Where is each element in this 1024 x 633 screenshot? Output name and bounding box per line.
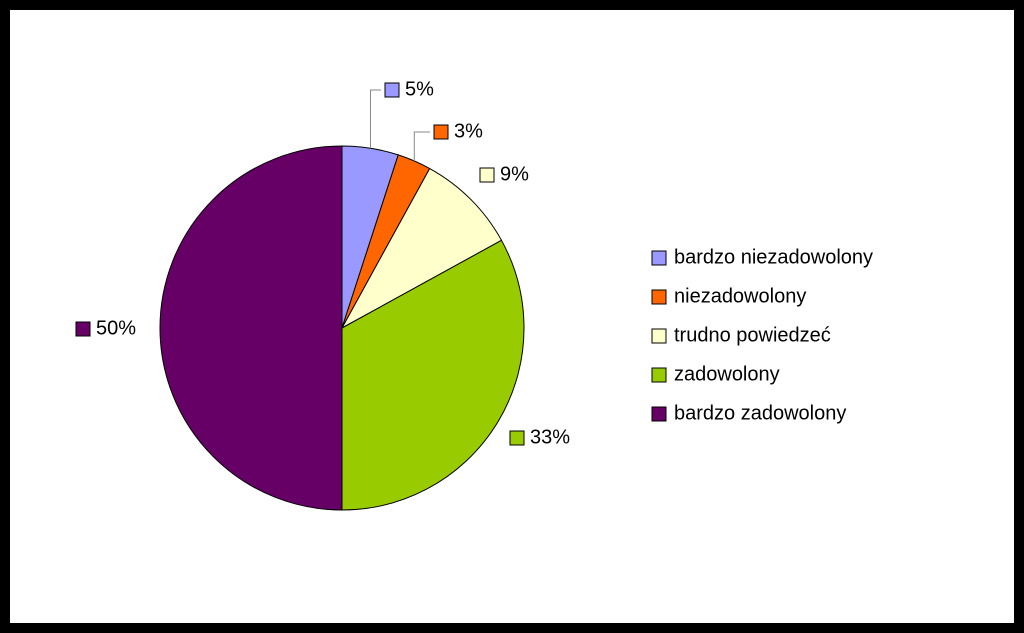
data-label: 5% [405,78,434,100]
pie-slice [159,145,343,511]
label-key [433,124,449,140]
data-label: 50% [96,317,136,339]
leader-line [413,131,430,161]
label-key [384,82,400,98]
legend-key [651,406,667,422]
data-label: 9% [500,163,529,185]
legend-key [651,367,667,383]
label-key [509,430,525,446]
legend-label: niezadowolony [674,285,806,307]
pie-slice [341,239,525,511]
legend-label: bardzo zadowolony [674,402,846,424]
label-key [479,167,495,183]
legend-label: zadowolony [674,363,780,385]
legend-key [651,328,667,344]
data-label: 33% [530,426,570,448]
legend-key [651,289,667,305]
leader-line [369,89,381,149]
label-key [75,321,91,337]
pie-slice [340,167,503,330]
legend-key [651,250,667,266]
legend-label: bardzo niezadowolony [674,246,873,268]
data-label: 3% [454,120,483,142]
legend-label: trudno powiedzeć [674,324,831,346]
